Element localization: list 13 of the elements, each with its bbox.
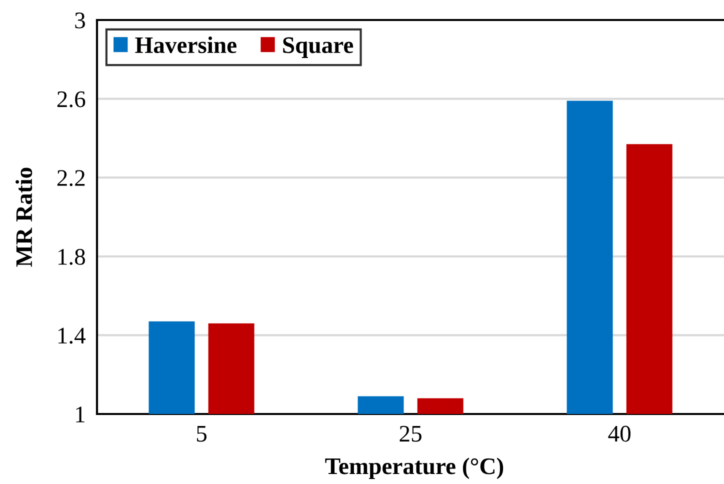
x-tick-label: 25	[400, 426, 422, 442]
y-tick-label: 3	[75, 12, 85, 28]
x-axis-title: Temperature (°C)	[325, 458, 504, 480]
y-tick-label: 1	[76, 406, 84, 422]
legend-label: Square	[283, 37, 354, 58]
y-tick-label: 1.4	[58, 328, 86, 344]
y-tick-label: 2.2	[57, 170, 85, 186]
y-axis-title: MR Ratio	[16, 168, 32, 267]
x-tick-label: 40	[608, 426, 630, 442]
y-tick-label: 1.8	[58, 248, 85, 265]
legend-label: Haversine	[135, 36, 236, 54]
x-tick-label: 5	[196, 426, 206, 442]
y-tick-label: 2.6	[57, 91, 86, 108]
